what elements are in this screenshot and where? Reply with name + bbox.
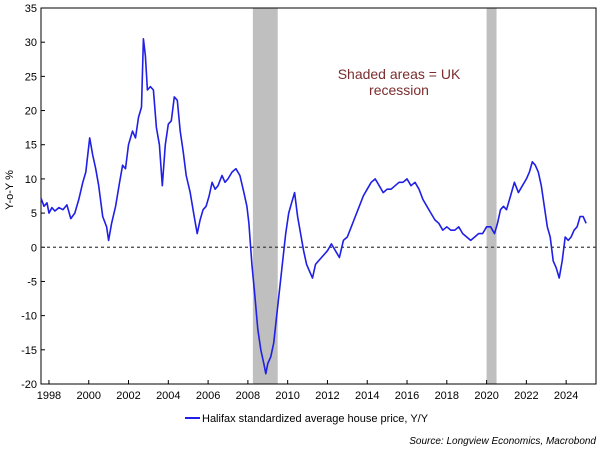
y-tick-label: 30: [25, 37, 37, 49]
y-tick-label: 10: [25, 174, 37, 186]
x-tick-label: 1998: [37, 390, 61, 402]
x-tick-label: 2002: [116, 390, 140, 402]
y-tick-label: -20: [21, 379, 37, 391]
y-tick-label: -10: [21, 311, 37, 323]
x-tick-label: 2022: [514, 390, 538, 402]
x-tick-label: 2008: [236, 390, 260, 402]
recession-annotation-line-2: recession: [369, 82, 429, 98]
x-tick-label: 2020: [474, 390, 498, 402]
y-tick-label: 25: [25, 71, 37, 83]
legend: Halifax standardized average house price…: [185, 413, 429, 425]
series-line-halifax: [40, 38, 587, 375]
x-tick-label: 2000: [76, 390, 100, 402]
y-tick-label: 35: [25, 3, 37, 15]
recession-bands: [252, 8, 497, 384]
y-tick-label: -5: [27, 276, 37, 288]
recession-band-2: [486, 8, 497, 384]
x-tick-label: 2014: [355, 390, 379, 402]
legend-label: Halifax standardized average house price…: [202, 413, 429, 425]
y-tick-label: 5: [31, 208, 37, 220]
recession-band-1: [252, 8, 278, 384]
x-tick-label: 2004: [156, 390, 180, 402]
x-tick-label: 2012: [315, 390, 339, 402]
y-axis: -20 -15 -10 -5 0 5 10 15 20 25 30 35: [21, 3, 45, 391]
y-axis-label: Y-o-Y %: [4, 170, 16, 210]
x-tick-label: 2010: [275, 390, 299, 402]
y-tick-label: 0: [31, 242, 37, 254]
source-note: Source: Longview Economics, Macrobond: [409, 436, 596, 447]
x-tick-label: 2016: [395, 390, 419, 402]
x-axis: 1998 2000 2002 2004 2006 2008 2010 2012 2014 2016…: [37, 380, 578, 402]
y-tick-label: 20: [25, 106, 37, 118]
x-tick-label: 2006: [196, 390, 220, 402]
x-tick-label: 2018: [435, 390, 459, 402]
y-tick-label: -15: [21, 345, 37, 357]
x-tick-label: 2024: [554, 390, 578, 402]
plot-frame: [40, 7, 597, 385]
recession-annotation-line-1: Shaded areas = UK: [338, 66, 461, 82]
y-tick-label: 15: [25, 140, 37, 152]
